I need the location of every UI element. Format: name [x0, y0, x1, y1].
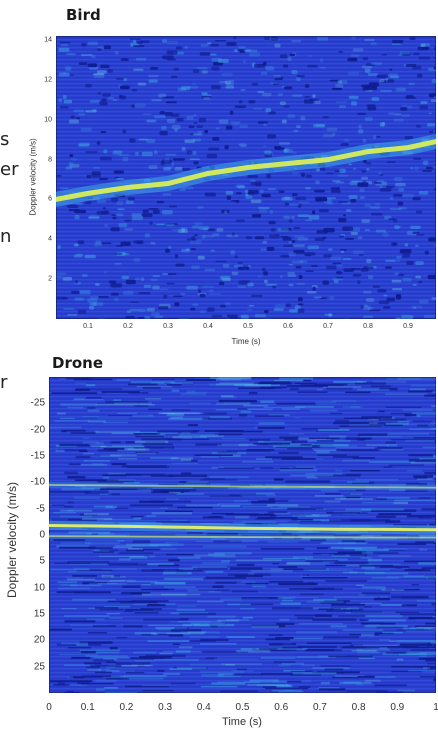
- series-line-2: [49, 484, 436, 489]
- y-tick-label: 25: [33, 661, 45, 673]
- x-tick-label: 0.1: [80, 702, 95, 713]
- series-line-1: [49, 535, 436, 539]
- x-tick-label: 0: [46, 702, 52, 713]
- y-tick-label: 10: [33, 582, 45, 594]
- y-tick-label: -25: [30, 397, 45, 409]
- cropped-text-fragment-2: er: [0, 159, 19, 180]
- noise-texture: [49, 377, 436, 693]
- x-tick-label: 0.5: [243, 323, 253, 330]
- series-line-0: [49, 524, 436, 532]
- bird-y-axis-title: Doppler velocity (m/s): [28, 138, 38, 216]
- x-tick-label: 0.1: [83, 323, 93, 330]
- cropped-text-fragment-1: s: [0, 129, 10, 150]
- x-tick-label: 0.4: [196, 702, 211, 713]
- x-tick-label: 0.4: [203, 323, 213, 330]
- drone-spectrogram: [49, 377, 436, 693]
- x-tick-label: 0.8: [351, 702, 366, 713]
- y-tick-label: 12: [44, 76, 52, 84]
- y-tick-label: 2: [48, 275, 52, 283]
- y-tick-label: 8: [48, 156, 52, 164]
- y-tick-label: 15: [33, 608, 45, 620]
- x-tick-label: 0.7: [323, 323, 333, 330]
- x-tick-label: 0.7: [312, 702, 327, 713]
- noise-texture: [56, 36, 436, 319]
- y-tick-label: 4: [48, 235, 52, 243]
- bird-x-axis-title: Time (s): [231, 337, 261, 346]
- x-tick-label: 0.5: [235, 702, 250, 713]
- drone-y-axis-title: Doppler velocity (m/s): [5, 481, 19, 599]
- y-tick-label: 14: [44, 36, 52, 44]
- y-tick-label: 0: [39, 529, 45, 541]
- y-tick-label: -10: [30, 476, 45, 488]
- bird-spectrogram: [56, 36, 436, 319]
- x-tick-label: 0.3: [158, 702, 173, 713]
- y-tick-label: -15: [30, 450, 45, 462]
- cropped-text-fragment-4: r: [0, 372, 8, 393]
- y-tick-label: -20: [30, 424, 45, 436]
- x-tick-label: 0.9: [403, 323, 413, 330]
- x-tick-label: 0.8: [363, 323, 373, 330]
- x-tick-label: 0.2: [119, 702, 134, 713]
- x-tick-label: 0.6: [274, 702, 289, 713]
- y-tick-label: 5: [39, 555, 45, 567]
- y-tick-label: 20: [33, 634, 45, 646]
- bird-panel-title: Bird: [66, 6, 101, 24]
- x-tick-label: 0.6: [283, 323, 293, 330]
- drone-panel-title: Drone: [52, 354, 104, 372]
- x-tick-label: 1: [433, 702, 438, 713]
- series-line-0: [56, 139, 436, 202]
- y-tick-label: 6: [48, 195, 52, 203]
- bird-plot-area: [56, 36, 436, 319]
- y-tick-label: -5: [36, 503, 45, 515]
- x-tick-label: 0.2: [123, 323, 133, 330]
- cropped-text-fragment-3: n: [0, 226, 12, 247]
- drone-plot-area: [49, 377, 436, 693]
- x-tick-label: 0.3: [163, 323, 173, 330]
- y-tick-label: 10: [44, 116, 52, 124]
- x-tick-label: 0.9: [390, 702, 405, 713]
- drone-x-axis-title: Time (s): [222, 716, 262, 728]
